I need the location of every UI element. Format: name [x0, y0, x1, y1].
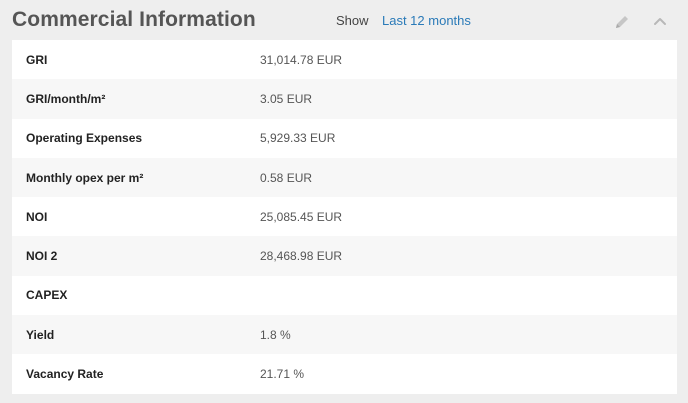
- table-row: Yield 1.8 %: [12, 315, 677, 355]
- panel-title: Commercial Information: [12, 8, 256, 31]
- table-row: Monthly opex per m² 0.58 EUR: [12, 157, 677, 198]
- row-value-noi: 25,085.45 EUR: [260, 209, 343, 224]
- row-value-operating-expenses: 5,929.33 EUR: [260, 131, 336, 146]
- table-row: GRI 31,014.78 EUR: [12, 40, 677, 80]
- table-row: NOI 25,085.45 EUR: [12, 197, 677, 237]
- row-value-noi-2: 28,468.98 EUR: [260, 249, 343, 264]
- row-label-operating-expenses: Operating Expenses: [26, 131, 143, 146]
- show-label: Show: [336, 13, 369, 28]
- row-label-noi-2: NOI 2: [26, 249, 58, 264]
- table-row: NOI 2 28,468.98 EUR: [12, 236, 677, 276]
- commercial-info-table: GRI 31,014.78 EUR GRI/month/m² 3.05 EUR …: [12, 40, 677, 394]
- table-row: GRI/month/m² 3.05 EUR: [12, 79, 677, 119]
- row-label-monthly-opex: Monthly opex per m²: [26, 170, 144, 185]
- pencil-icon[interactable]: [613, 13, 631, 31]
- table-row: Vacancy Rate 21.71 %: [12, 354, 677, 394]
- row-label-noi: NOI: [26, 209, 48, 224]
- row-value-gri: 31,014.78 EUR: [260, 52, 343, 67]
- row-label-vacancy-rate: Vacancy Rate: [26, 367, 104, 382]
- table-row: CAPEX: [12, 275, 677, 316]
- table-row: Operating Expenses 5,929.33 EUR: [12, 118, 677, 158]
- row-value-vacancy-rate: 21.71 %: [260, 367, 305, 382]
- row-label-yield: Yield: [26, 327, 55, 342]
- row-value-monthly-opex: 0.58 EUR: [260, 170, 313, 185]
- row-label-gri: GRI: [26, 52, 48, 67]
- row-value-yield: 1.8 %: [260, 327, 291, 342]
- row-label-capex: CAPEX: [26, 288, 68, 303]
- panel-header: Commercial Information Show Last 12 mont…: [0, 0, 688, 40]
- chevron-up-icon[interactable]: [651, 13, 669, 31]
- row-value-gri-month-m2: 3.05 EUR: [260, 91, 313, 106]
- row-label-gri-month-m2: GRI/month/m²: [26, 91, 106, 106]
- period-selector-link[interactable]: Last 12 months: [382, 13, 471, 28]
